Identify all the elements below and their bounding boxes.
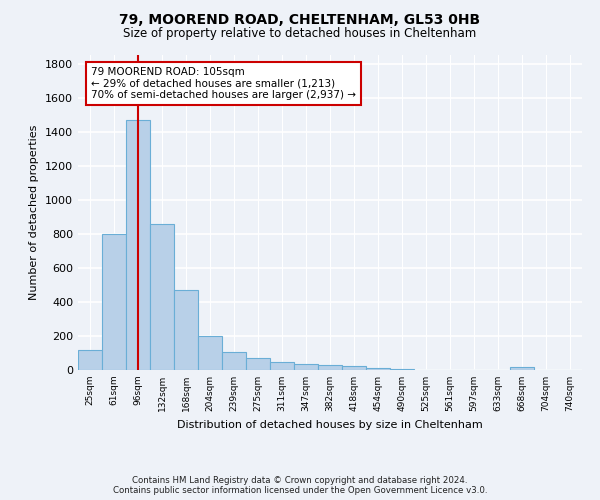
Bar [246,358,270,370]
Bar [78,350,102,370]
Bar [342,366,366,370]
Text: Size of property relative to detached houses in Cheltenham: Size of property relative to detached ho… [124,28,476,40]
Y-axis label: Number of detached properties: Number of detached properties [29,125,40,300]
Bar [174,290,198,370]
Text: 79 MOOREND ROAD: 105sqm
← 29% of detached houses are smaller (1,213)
70% of semi: 79 MOOREND ROAD: 105sqm ← 29% of detache… [91,67,356,100]
Bar [318,365,342,370]
Bar [294,364,318,370]
Bar [222,352,246,370]
Bar [270,362,294,370]
Bar [198,336,222,370]
Bar [510,367,534,370]
Bar [366,368,390,370]
Bar [150,224,174,370]
Bar [126,120,150,370]
Bar [102,234,126,370]
Text: 79, MOOREND ROAD, CHELTENHAM, GL53 0HB: 79, MOOREND ROAD, CHELTENHAM, GL53 0HB [119,12,481,26]
X-axis label: Distribution of detached houses by size in Cheltenham: Distribution of detached houses by size … [177,420,483,430]
Text: Contains HM Land Registry data © Crown copyright and database right 2024.
Contai: Contains HM Land Registry data © Crown c… [113,476,487,495]
